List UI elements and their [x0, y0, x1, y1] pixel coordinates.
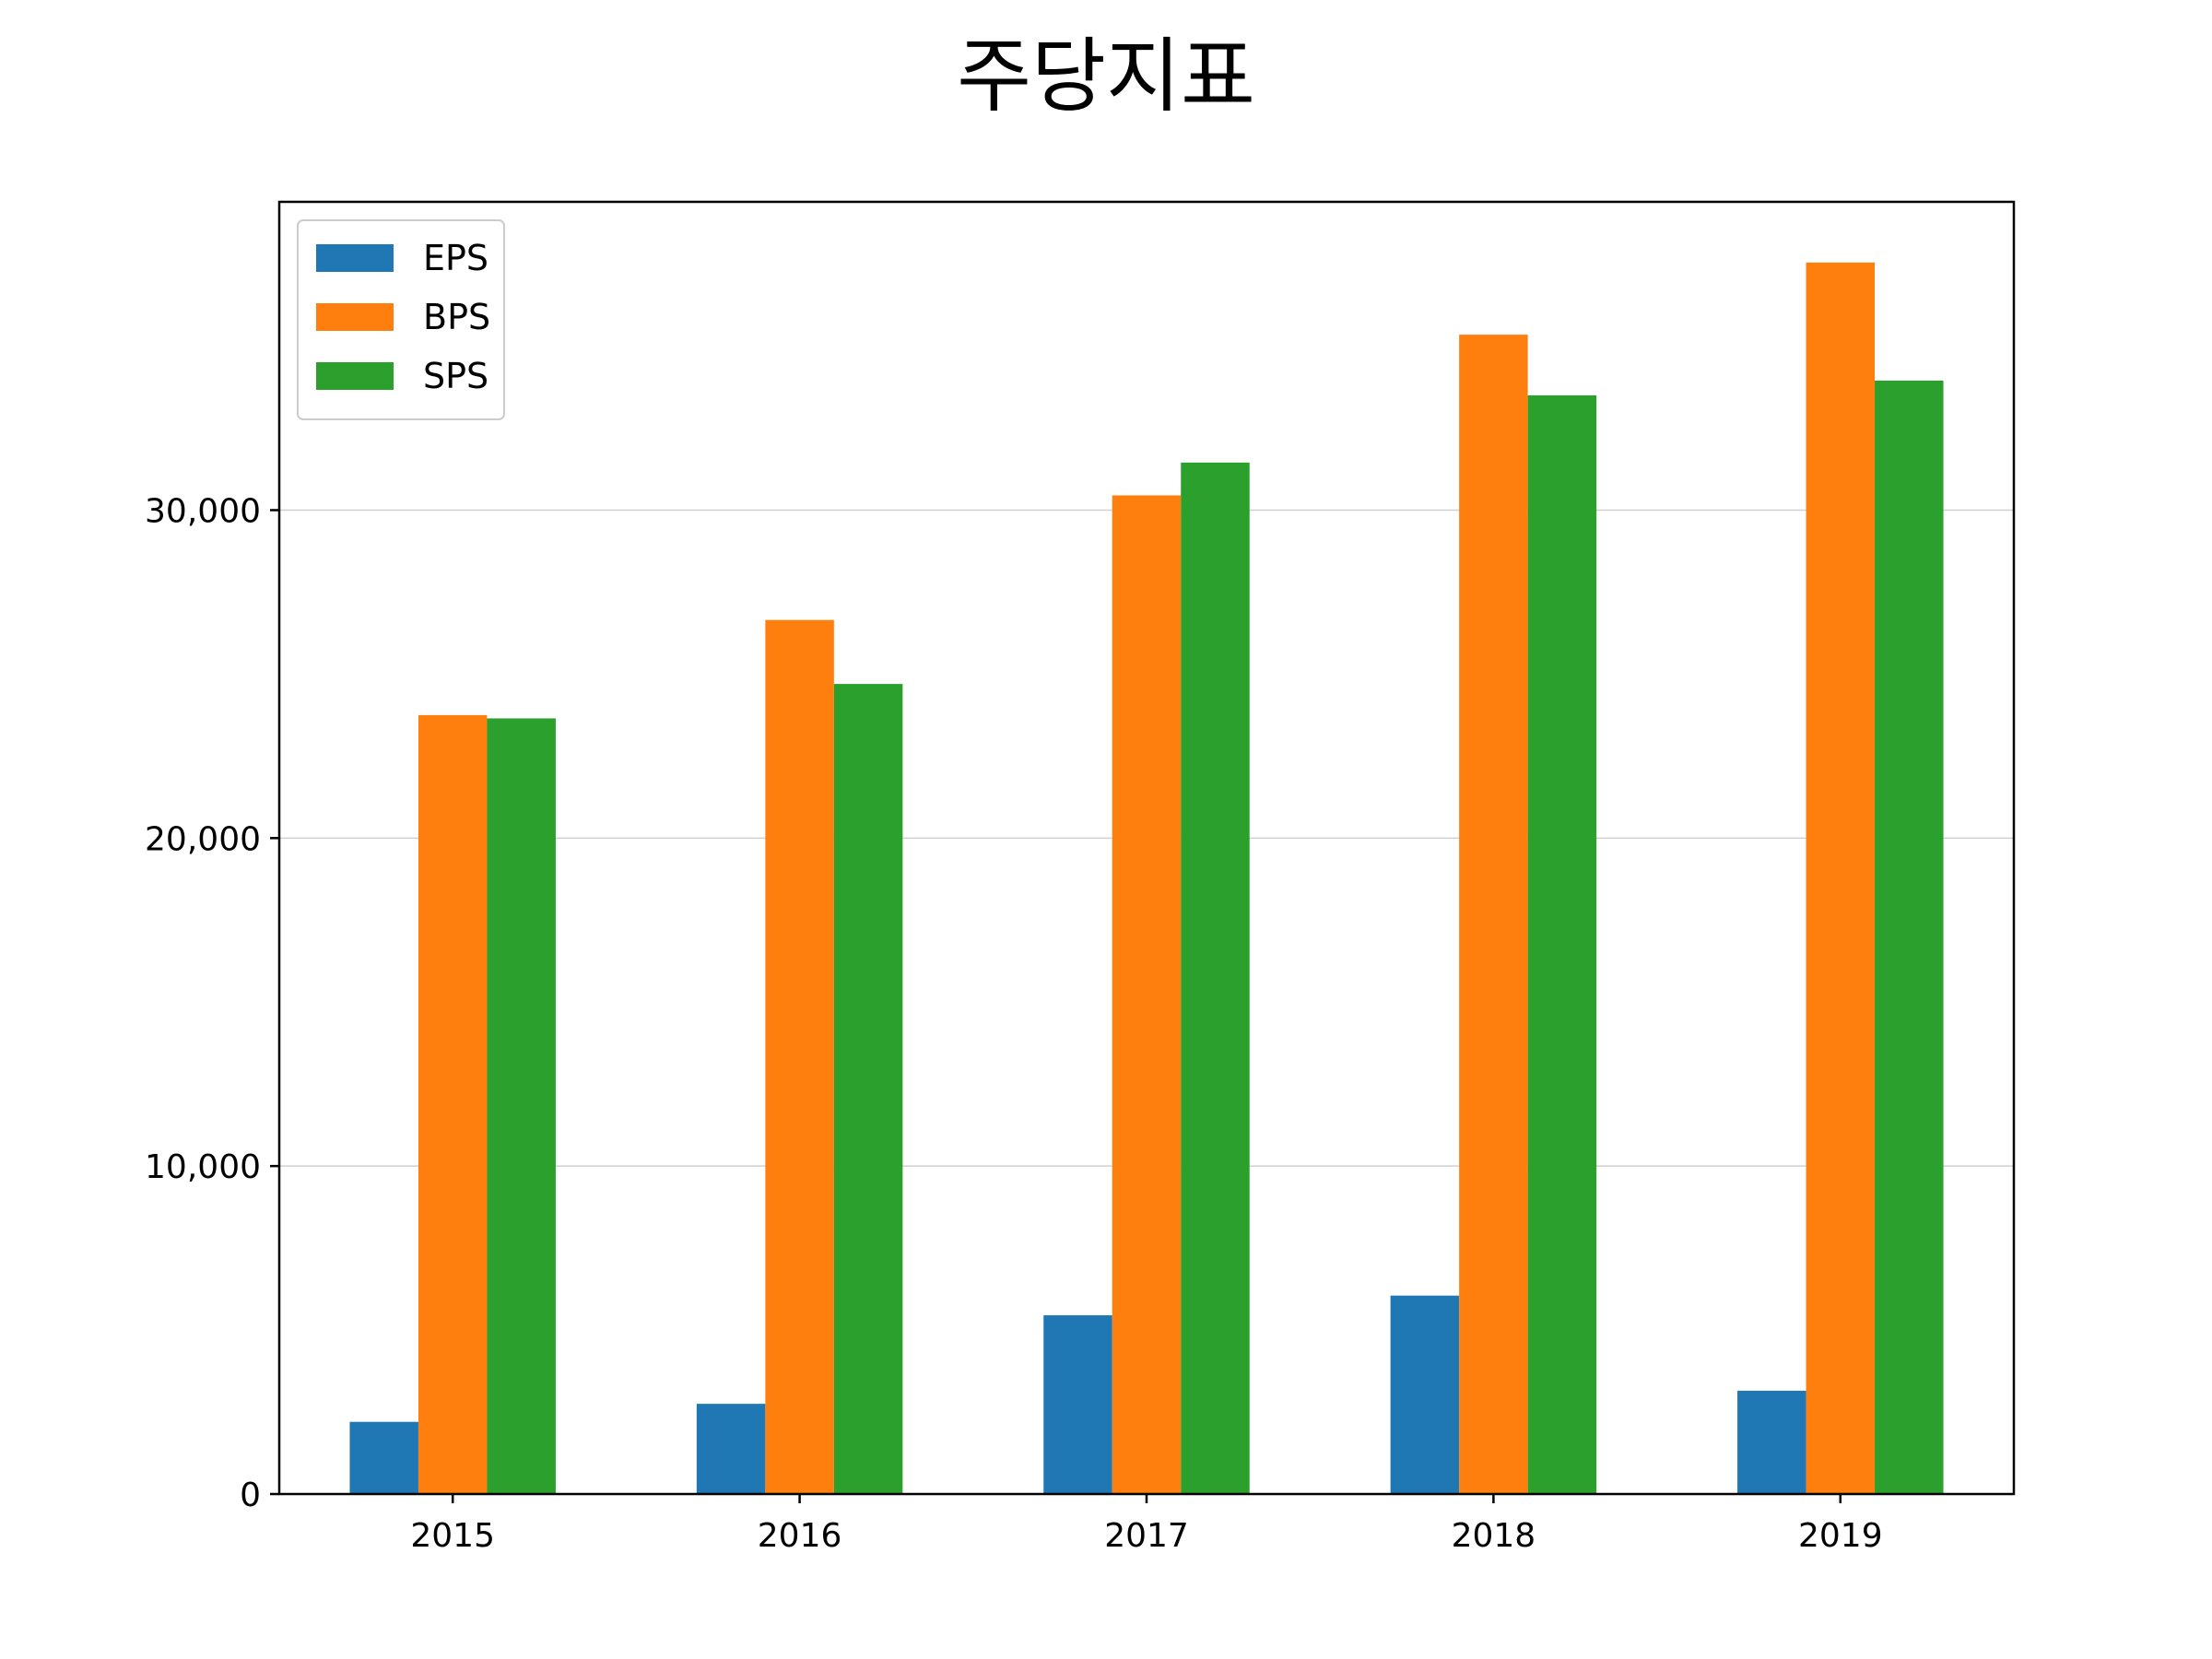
bar-sps-2018: [1527, 394, 1597, 1495]
legend-swatch-sps: [316, 362, 394, 390]
bar-sps-2017: [1181, 462, 1250, 1494]
x-axis: 2015 2016 2017 2018 2019: [410, 1494, 1883, 1555]
bar-bps-2018: [1459, 335, 1528, 1494]
legend-label-sps: SPS: [423, 356, 488, 396]
x-tick-label: 2016: [758, 1517, 842, 1555]
y-tick-label: 30,000: [145, 492, 261, 530]
x-tick-label: 2017: [1104, 1517, 1189, 1555]
legend-swatch-eps: [316, 244, 394, 272]
legend-swatch-bps: [316, 303, 394, 331]
bars: [349, 262, 1944, 1495]
x-tick-label: 2019: [1798, 1517, 1883, 1555]
bar-bps-2017: [1112, 495, 1182, 1494]
bar-eps-2019: [1737, 1390, 1806, 1494]
bar-sps-2015: [487, 718, 556, 1494]
y-tick-label: 10,000: [145, 1148, 261, 1186]
legend-label-bps: BPS: [423, 297, 490, 337]
x-tick-label: 2015: [410, 1517, 495, 1555]
y-tick-label: 0: [240, 1477, 261, 1514]
y-axis: 0 10,000 20,000 30,000: [145, 492, 279, 1514]
bar-bps-2015: [418, 714, 488, 1494]
bar-eps-2017: [1043, 1315, 1112, 1494]
chart-title: 주당지표: [957, 29, 1255, 124]
y-tick-label: 20,000: [145, 820, 261, 858]
legend: EPS BPS SPS: [297, 219, 505, 420]
legend-label-eps: EPS: [423, 238, 488, 278]
bar-eps-2018: [1390, 1295, 1460, 1494]
bar-eps-2016: [696, 1404, 766, 1494]
x-tick-label: 2018: [1452, 1517, 1536, 1555]
bar-eps-2015: [349, 1421, 418, 1494]
bar-bps-2019: [1806, 262, 1876, 1494]
bar-sps-2016: [833, 684, 903, 1494]
bar-bps-2016: [765, 619, 834, 1494]
bar-sps-2019: [1875, 380, 1944, 1495]
